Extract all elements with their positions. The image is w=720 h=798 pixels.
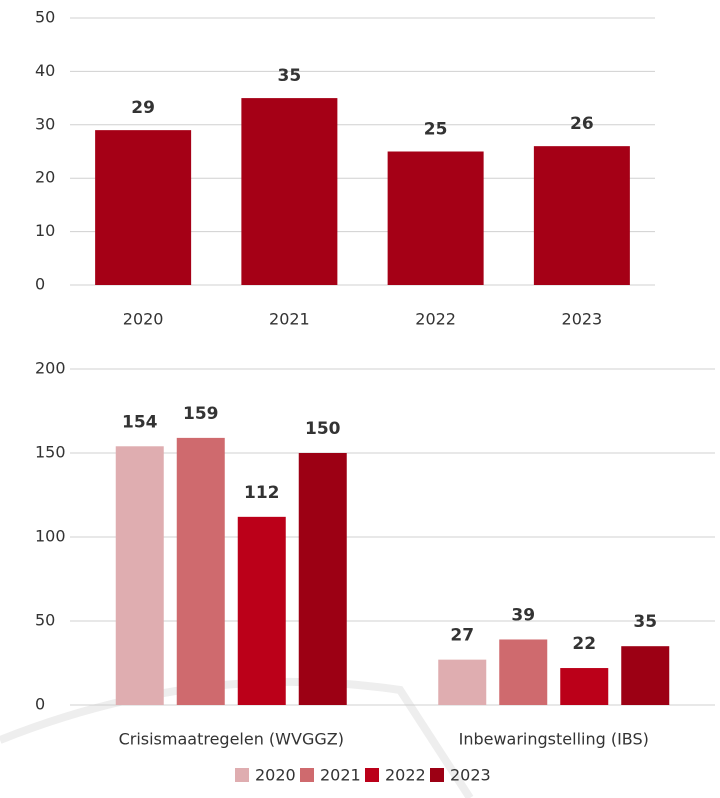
bar (533, 146, 630, 285)
bar (176, 437, 225, 705)
data-label: 35 (278, 66, 302, 86)
data-label: 26 (570, 114, 594, 134)
y-tick-label: 40 (35, 61, 55, 80)
y-tick-label: 0 (35, 275, 45, 294)
x-tick-label: 2021 (269, 310, 310, 329)
bar (115, 446, 164, 705)
bar (387, 151, 484, 285)
legend-swatch (430, 768, 444, 782)
legend-label: 2020 (255, 766, 296, 785)
bar (241, 98, 338, 285)
data-label: 22 (572, 634, 596, 654)
data-label: 39 (511, 605, 535, 625)
x-tick-label: Crisismaatregelen (WVGGZ) (119, 730, 344, 749)
y-tick-label: 50 (35, 8, 55, 27)
legend-swatch (235, 768, 249, 782)
bar (560, 668, 609, 705)
y-tick-label: 150 (35, 443, 66, 462)
x-tick-label: Inbewaringstelling (IBS) (459, 730, 649, 749)
bar (298, 453, 347, 705)
data-label: 35 (633, 612, 657, 632)
bar (621, 646, 670, 705)
data-label: 154 (122, 412, 158, 432)
data-label: 27 (450, 626, 474, 646)
x-tick-label: 2023 (562, 310, 603, 329)
y-tick-label: 0 (35, 695, 45, 714)
y-tick-label: 30 (35, 114, 55, 133)
x-tick-label: 2022 (415, 310, 456, 329)
legend-swatch (300, 768, 314, 782)
legend-label: 2021 (320, 766, 361, 785)
data-label: 150 (305, 419, 341, 439)
y-tick-label: 50 (35, 611, 55, 630)
legend-label: 2022 (385, 766, 426, 785)
legend-label: 2023 (450, 766, 491, 785)
y-tick-label: 20 (35, 168, 55, 187)
y-tick-label: 200 (35, 359, 66, 378)
bar (438, 659, 487, 705)
data-label: 112 (244, 483, 280, 503)
bar (499, 639, 548, 705)
bar (237, 516, 286, 705)
data-label: 159 (183, 404, 219, 424)
legend-swatch (365, 768, 379, 782)
data-label: 29 (131, 98, 155, 118)
x-tick-label: 2020 (123, 310, 164, 329)
y-tick-label: 10 (35, 221, 55, 240)
data-label: 25 (424, 120, 448, 140)
bar (95, 130, 192, 285)
y-tick-label: 100 (35, 527, 66, 546)
